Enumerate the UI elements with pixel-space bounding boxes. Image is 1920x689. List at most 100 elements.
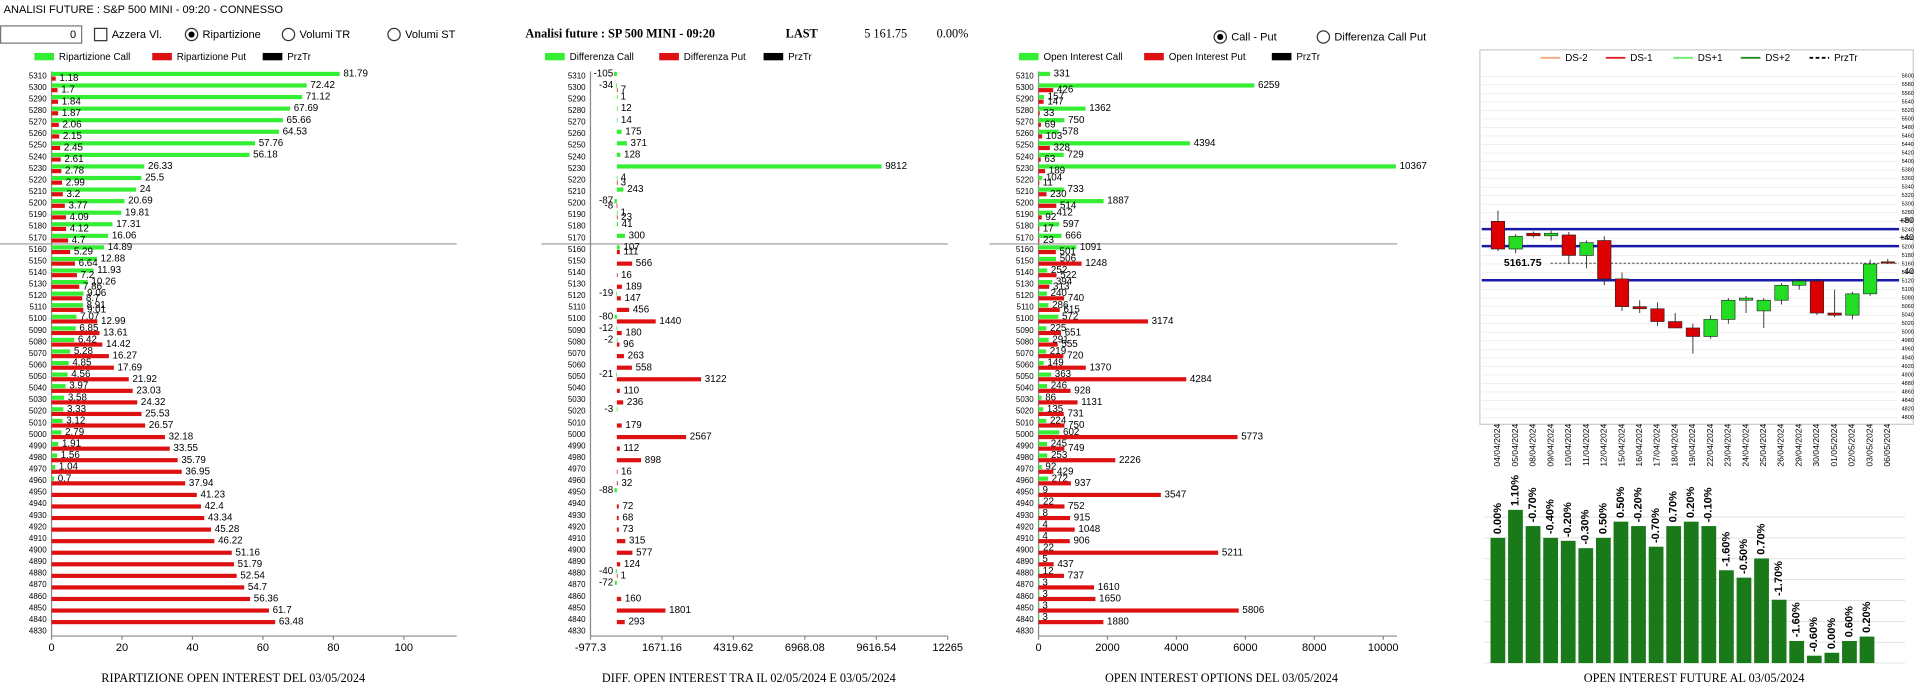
data-label: 5211	[1222, 547, 1243, 558]
x-tick-label: 0	[48, 642, 54, 654]
data-label: 426	[1057, 85, 1074, 96]
bar	[616, 319, 656, 324]
data-label: 1.84	[62, 96, 82, 107]
bar	[616, 94, 618, 100]
bar	[616, 620, 625, 625]
y-tick-label: 5200	[29, 199, 47, 208]
y-tick-label: 4900	[1902, 372, 1914, 378]
data-label: 189	[1049, 166, 1065, 177]
y-tick-label: 4900	[568, 546, 586, 555]
data-label: 437	[1057, 559, 1073, 570]
data-label: 1887	[1107, 196, 1129, 207]
bar	[1038, 118, 1065, 123]
bar	[51, 145, 61, 151]
y-tick-label: 5020	[29, 407, 47, 416]
bar	[51, 562, 235, 567]
data-label: 1880	[1107, 617, 1129, 628]
y-tick-label: 5300	[1902, 202, 1914, 208]
y-tick-label: 5180	[1016, 222, 1034, 231]
input-box[interactable]	[0, 25, 83, 44]
y-tick-label: 5270	[568, 118, 586, 127]
bar	[51, 180, 63, 185]
data-label: 92	[1045, 212, 1056, 223]
data-label: 371	[631, 138, 647, 149]
bar	[51, 76, 56, 81]
y-tick-label: 4960	[1016, 476, 1034, 485]
data-label: 328	[1054, 143, 1071, 154]
data-label: 363	[1055, 369, 1072, 380]
data-label: 37.94	[189, 478, 214, 489]
y-tick-label: 5220	[29, 175, 47, 184]
bar	[616, 458, 642, 463]
data-label: 7.86	[83, 281, 103, 292]
bar	[1038, 534, 1040, 539]
bar	[1038, 596, 1096, 602]
bar	[51, 469, 182, 474]
bar	[1038, 337, 1049, 342]
data-label: 32.18	[169, 432, 194, 443]
candle-body	[1703, 319, 1718, 337]
legend-label: DS-2	[1565, 53, 1587, 64]
bar	[616, 515, 619, 521]
y-tick-label: 5130	[1016, 280, 1034, 289]
y-tick-label: 5040	[568, 384, 586, 393]
data-label: 1.56	[61, 450, 81, 461]
bar	[1038, 319, 1148, 324]
bar	[1038, 569, 1040, 574]
y-tick-label: 4840	[1016, 615, 1034, 624]
bar	[1038, 476, 1048, 481]
data-label: 0.00%	[1826, 618, 1838, 649]
bar	[1038, 354, 1064, 359]
y-tick-label: 5270	[29, 118, 47, 127]
data-label: -19	[599, 288, 613, 299]
data-label: 54.7	[248, 582, 267, 593]
y-tick-label: 4920	[29, 522, 47, 531]
y-tick-label: 5220	[1902, 236, 1914, 242]
level-label: -40	[1901, 266, 1914, 276]
bar	[1038, 187, 1064, 192]
data-label: 555	[1061, 339, 1078, 350]
y-tick-label: 4940	[568, 499, 586, 508]
data-label: 750	[1068, 115, 1085, 126]
data-label: 10.26	[91, 277, 116, 288]
data-label: 26.33	[148, 161, 173, 172]
data-label: 147	[624, 293, 640, 304]
bar	[1595, 537, 1611, 664]
bar	[51, 550, 232, 555]
y-tick-label: 5120	[29, 291, 47, 300]
bar	[1038, 395, 1042, 400]
data-label: 1.04	[59, 462, 79, 473]
data-label: 1	[621, 92, 626, 103]
bar	[51, 199, 125, 204]
y-tick-label: 5070	[29, 349, 47, 358]
data-label: 51.79	[238, 559, 263, 570]
candle-body	[1579, 242, 1594, 256]
data-label: -0.10%	[1703, 487, 1715, 522]
data-label: 0.20%	[1685, 486, 1697, 517]
radio-label: Volumi ST	[405, 29, 456, 41]
radio[interactable]	[1316, 30, 1331, 44]
y-tick-label: 5020	[1902, 321, 1914, 327]
bar	[616, 330, 622, 336]
data-label: -2	[604, 335, 613, 346]
data-label: -3	[604, 404, 613, 415]
y-tick-label: 5240	[1902, 227, 1914, 233]
checkbox[interactable]	[93, 27, 108, 42]
y-tick-label: 5600	[1902, 74, 1914, 80]
data-label: 501	[1060, 247, 1076, 258]
data-label: 16	[621, 270, 632, 281]
x-tick-label: 26/04/2024	[1776, 423, 1786, 466]
bar	[1038, 384, 1048, 389]
data-label: -88	[599, 485, 614, 496]
data-label: 3	[1042, 577, 1048, 588]
data-label: 2567	[690, 432, 712, 443]
radio[interactable]	[281, 27, 296, 42]
data-label: 286	[1052, 300, 1069, 311]
bar	[1038, 550, 1219, 555]
data-label: -0.30%	[1580, 509, 1592, 544]
radio[interactable]	[387, 27, 401, 42]
data-label: 3	[621, 177, 627, 188]
y-tick-label: 5090	[568, 326, 586, 335]
bar	[614, 580, 617, 585]
data-label: 24.32	[141, 397, 166, 408]
